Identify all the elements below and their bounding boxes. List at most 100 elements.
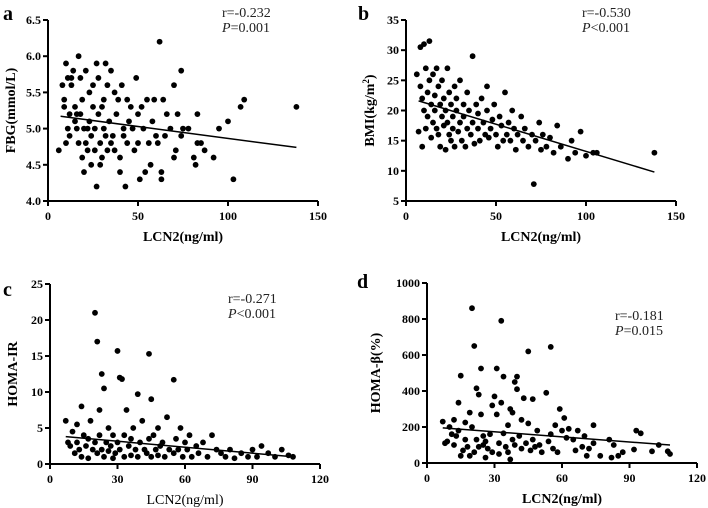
data-point (107, 443, 114, 449)
data-point (496, 113, 503, 120)
data-point (69, 428, 76, 435)
data-point (112, 450, 119, 457)
data-point (100, 125, 107, 132)
data-point (462, 436, 469, 443)
data-point (446, 89, 453, 96)
data-point (154, 140, 161, 146)
data-point (554, 122, 561, 129)
data-point (581, 433, 588, 439)
data-point (451, 83, 458, 90)
data-point (104, 147, 111, 154)
data-point (469, 119, 476, 126)
y-tick-label: 1000 (396, 276, 420, 290)
data-point (579, 443, 586, 450)
data-point (550, 149, 557, 156)
x-tick-label: 120 (311, 472, 329, 486)
data-point (565, 155, 571, 162)
data-point (529, 396, 536, 402)
p-label: P (581, 21, 591, 36)
data-point (155, 425, 161, 431)
data-point (88, 132, 95, 139)
data-point (538, 146, 544, 153)
data-point (435, 83, 442, 90)
data-point (135, 140, 141, 146)
data-point (590, 440, 597, 447)
x-tick-label: 0 (47, 472, 53, 486)
data-point (108, 67, 114, 74)
data-point (132, 446, 139, 453)
data-point (464, 89, 471, 96)
data-point (66, 132, 73, 139)
data-point (110, 455, 116, 462)
data-point (491, 393, 498, 400)
data-point (586, 445, 592, 452)
data-point (597, 452, 604, 459)
panel-c: c 0 30 60 90 120 0 5 10 15 20 25 LCN2(ng/ml) HOMA-IR r… (3, 277, 329, 508)
data-point (84, 125, 91, 132)
data-point (177, 425, 184, 431)
data-point (87, 417, 94, 424)
p-label: P (614, 324, 624, 339)
y-axis-label: BMI(kg/m2) (361, 74, 378, 147)
data-point (473, 101, 480, 108)
data-point (480, 433, 487, 439)
data-point (129, 125, 136, 132)
data-point (55, 147, 62, 154)
data-point (543, 389, 550, 396)
data-point (565, 425, 572, 432)
data-point (161, 453, 168, 460)
data-point (424, 89, 431, 96)
y-tick-label: 600 (402, 348, 420, 362)
data-point (458, 137, 465, 144)
data-point (61, 96, 68, 103)
data-point (237, 103, 244, 110)
data-point (478, 365, 484, 372)
data-point (79, 96, 86, 103)
data-point (460, 101, 467, 108)
data-point (561, 415, 568, 421)
data-point (444, 65, 451, 72)
data-point (81, 169, 87, 175)
data-point (413, 71, 420, 78)
data-point (547, 134, 553, 141)
data-point (649, 448, 655, 455)
data-point (96, 432, 103, 439)
x-tick-label: 60 (179, 472, 191, 486)
data-point (444, 438, 451, 445)
data-point (473, 436, 480, 443)
data-point (430, 119, 436, 126)
data-point (514, 386, 520, 393)
data-point (556, 406, 563, 412)
superscript: 2 (361, 79, 371, 84)
correlation-r: r=-0.181 (615, 309, 664, 324)
data-point (493, 411, 500, 418)
data-point (174, 111, 181, 118)
data-point (525, 143, 532, 150)
data-point (133, 75, 140, 81)
regression-line (442, 427, 671, 446)
data-point (173, 435, 179, 442)
data-point (99, 154, 105, 161)
data-point (97, 161, 104, 168)
data-point (120, 132, 127, 139)
data-point (278, 446, 285, 453)
data-point (61, 103, 68, 110)
data-point (545, 438, 552, 445)
data-point (500, 373, 507, 380)
data-point (118, 82, 125, 89)
data-point (186, 432, 193, 439)
data-point (135, 111, 141, 118)
y-tick-label: 4.5 (26, 158, 41, 172)
data-point (478, 95, 485, 102)
data-point (130, 425, 137, 431)
data-point (128, 452, 134, 459)
data-point (525, 420, 532, 427)
x-tick-label: 150 (667, 209, 685, 223)
data-point (185, 125, 192, 132)
data-point (518, 445, 525, 452)
data-point (466, 107, 472, 114)
data-point (449, 113, 456, 120)
regression-line (60, 115, 297, 149)
data-point (84, 147, 91, 154)
data-point (471, 449, 478, 456)
